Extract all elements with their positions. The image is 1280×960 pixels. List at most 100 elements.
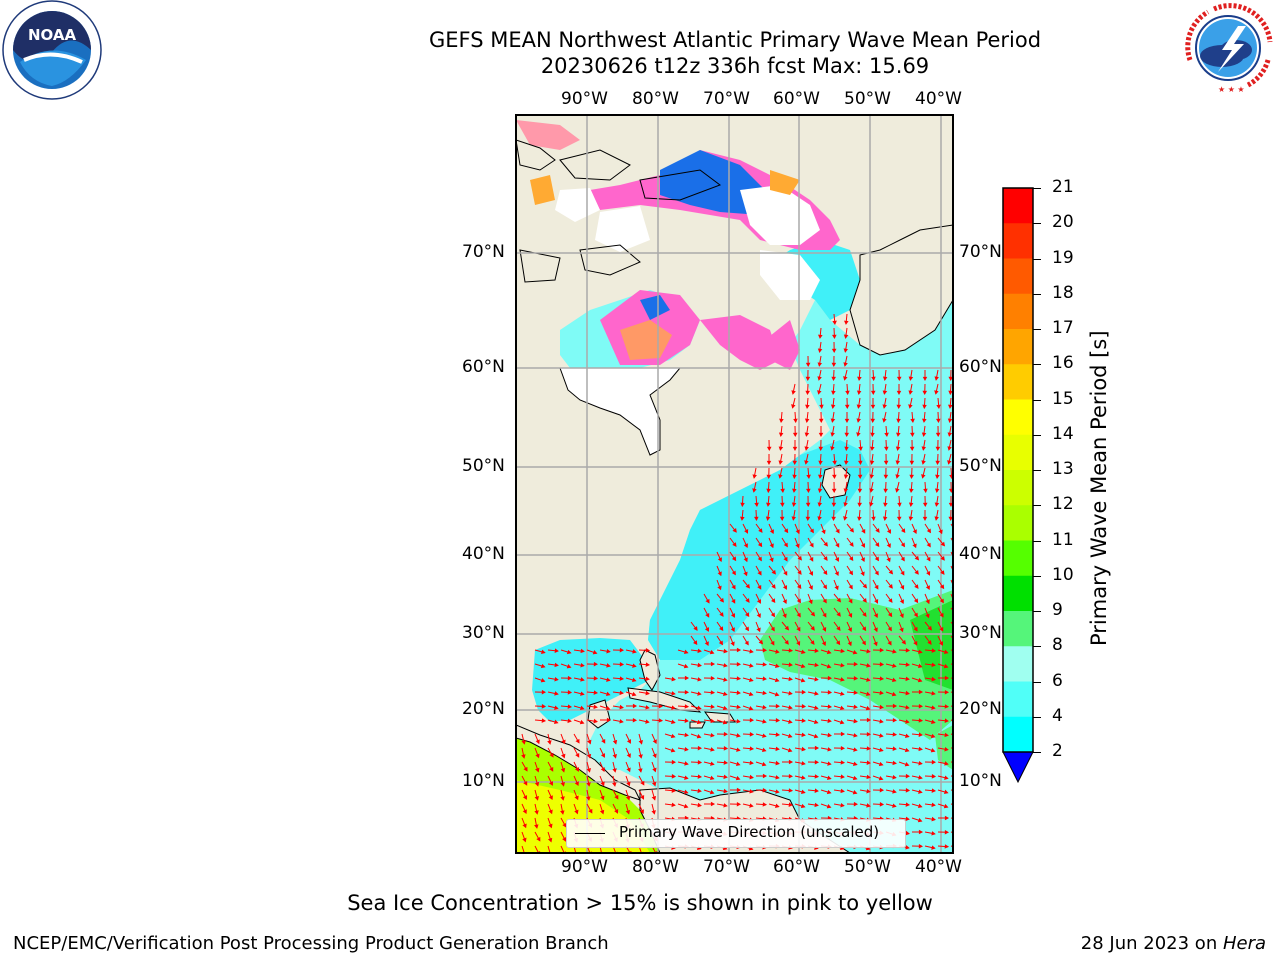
wave-arrow-head [723,774,728,780]
wave-arrow-head [862,583,868,589]
wave-arrow-head [834,585,839,591]
wave-arrow-head [940,555,945,561]
wave-arrow-head [845,390,850,396]
wave-arrow-head [804,432,810,437]
wave-arrow-head [684,689,690,695]
wave-arrow-head [540,649,546,654]
wave-arrow-head [744,640,749,646]
wave-arrow-head [744,529,749,534]
wave-arrow-head [931,648,937,653]
colorbar-tick-label: 11 [1052,529,1074,550]
wave-arrow-head [762,676,767,682]
lat-label-left: 30°N [462,623,505,643]
legend-label: Primary Wave Direction (unscaled) [619,823,880,841]
wave-arrow-head [835,640,841,646]
wave-arrow-head [671,788,677,793]
wave-arrow-head [848,570,853,576]
wave-arrow [521,845,525,853]
wave-arrow-head [586,796,591,801]
svg-text:★ ★ ★: ★ ★ ★ [1218,85,1245,94]
wave-arrow-head [683,663,689,669]
wave-arrow-head [878,761,884,767]
wave-arrow-head [947,446,952,451]
wave-arrow-head [879,704,884,710]
wave-arrow-head [791,404,796,409]
wave-arrow-head [822,584,827,590]
wave-arrow-head [809,542,814,548]
colorbar-cell [1003,188,1033,224]
lon-label-top: 90°W [561,89,608,109]
wave-arrow-head [921,446,927,451]
wave-arrow-head [869,460,875,465]
legend-line-swatch [575,833,605,834]
wave-arrow-head [619,676,625,681]
wave-arrow-head [800,803,806,809]
wave-arrow-head [745,598,750,603]
wave-arrow-head [831,390,836,396]
wave-arrow-head [944,732,949,738]
wave-arrow-head [866,774,871,780]
wave-arrow-head [632,717,638,723]
wave-arrow-head [797,570,802,575]
wave-arrow-head [554,648,559,654]
wave-arrow-head [917,663,923,669]
wave-arrow-head [774,803,780,808]
wave-arrow-head [756,627,761,633]
wave-arrow-head [857,516,862,522]
wave-arrow-head [853,718,858,724]
wave-arrow-head [632,663,637,668]
wave-arrow-head [748,691,754,697]
wave-arrow-head [749,649,754,654]
wave-arrow-head [704,641,709,647]
lat-label-right: 40°N [959,544,1002,564]
wave-arrow-head [645,705,650,710]
wave-arrow-head [814,759,820,765]
wave-arrow-head [567,690,573,695]
wave-arrow-head [796,612,801,618]
wave-arrow-head [944,815,950,821]
wave-arrow-head [826,775,832,780]
colorbar-cell [1003,681,1033,718]
wave-arrow-head [783,556,788,562]
wave-arrow-head [743,571,748,577]
colorbar-tick-label: 9 [1052,600,1063,620]
wave-arrow-head [879,802,885,807]
wave-arrow-head [918,829,924,835]
wave-arrow-head [709,789,715,795]
wave-arrow-head [770,626,775,632]
wave-arrow-head [723,788,728,794]
wave-arrow-head [818,446,824,452]
wave-arrow-head [625,809,631,815]
wave-arrow-head [697,802,702,808]
wave-arrow-head [769,557,774,563]
wave-arrow-head [823,541,828,547]
wave-arrow-head [752,474,757,479]
wave-arrow-head [758,639,764,645]
wave-arrow-head [818,432,824,438]
wave-arrow-head [788,690,793,696]
wave-arrow-head [856,404,862,409]
wave-arrow-head [762,719,767,724]
wave-arrow-head [917,803,923,809]
lon-label-bottom: 60°W [773,857,820,877]
wave-arrow-head [936,404,941,410]
wave-arrow-head [606,677,611,682]
ocean-gulf-of-mexico [532,638,650,722]
wave-arrow-head [749,789,754,794]
wave-arrow-head [749,774,754,780]
wave-arrow-head [879,733,884,738]
wave-arrow-head [895,474,900,479]
wave-arrow-head [775,732,781,737]
wave-arrow-head [879,719,884,724]
wave-arrow-head [723,677,728,682]
colorbar-tick [1033,646,1041,648]
wave-arrow-head [541,689,547,695]
wave-arrow [547,845,551,853]
wave-arrow-head [826,649,832,655]
wave-arrow-head [857,502,862,508]
lat-label-left: 50°N [462,456,505,476]
wave-arrow-head [605,691,611,697]
wave-arrow-head [709,775,715,781]
wave-arrow-head [912,529,917,535]
colorbar-cell [1003,293,1033,330]
